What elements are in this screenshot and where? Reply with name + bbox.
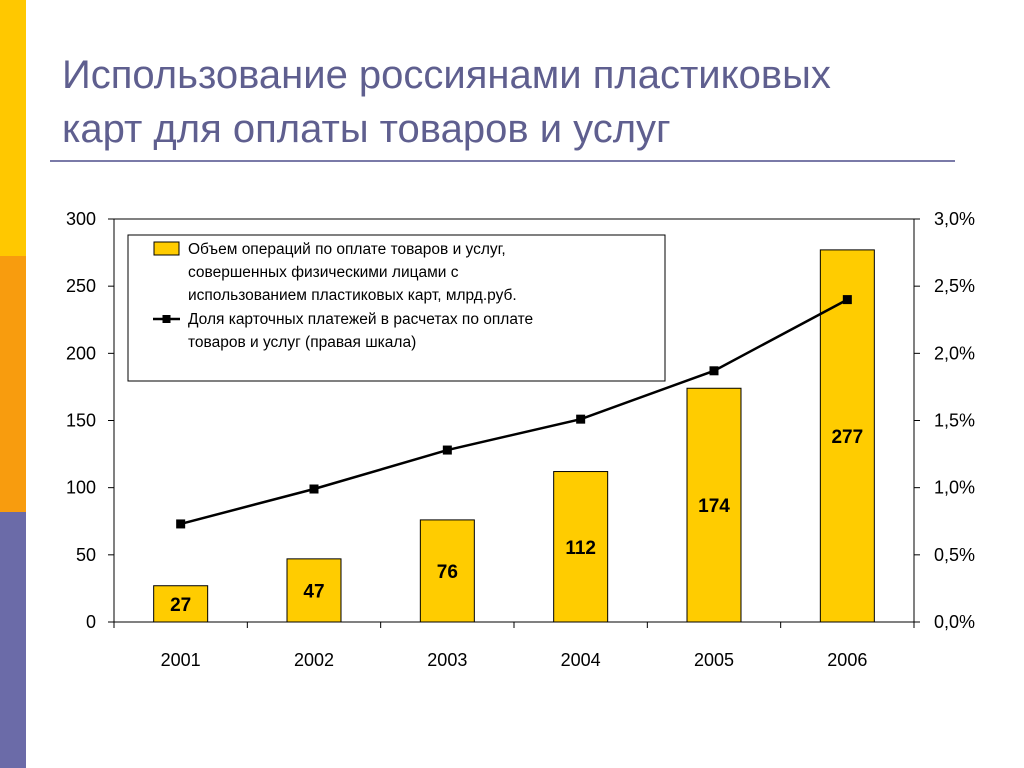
- share-point: [309, 484, 319, 494]
- share-point: [442, 445, 452, 455]
- legend-box: [127, 234, 666, 382]
- slide-title: Использование россиянами пластиковых кар…: [62, 48, 982, 156]
- x-axis-tick-label: 2001: [161, 650, 201, 670]
- left-axis-tick-label: 250: [66, 276, 96, 296]
- legend-bar-swatch: [153, 241, 180, 256]
- slide-title-line-1: Использование россиянами пластиковых: [62, 53, 831, 97]
- bar: [819, 249, 875, 623]
- bar: [419, 519, 475, 623]
- left-axis-tick-label: 0: [86, 612, 96, 632]
- share-point: [176, 519, 186, 529]
- legend-line-label: товаров и услуг (правая шкала): [188, 334, 416, 351]
- right-axis-tick-label: 2,5%: [934, 276, 975, 296]
- accent-stripe-orange: [0, 256, 26, 512]
- left-axis-tick-label: 300: [66, 209, 96, 229]
- right-axis-tick-label: 3,0%: [934, 209, 975, 229]
- title-divider: [50, 160, 955, 162]
- bar: [153, 585, 209, 623]
- left-axis-tick-label: 200: [66, 343, 96, 363]
- accent-stripe-yellow: [0, 0, 26, 256]
- left-axis-tick-label: 100: [66, 478, 96, 498]
- x-axis-tick-label: 2006: [827, 650, 867, 670]
- bar: [553, 471, 609, 623]
- bar-data-label: 112: [565, 538, 596, 559]
- share-point: [576, 414, 586, 424]
- x-axis-tick-label: 2002: [294, 650, 334, 670]
- legend-bar-label: использованием пластиковых карт, млрд.ру…: [188, 287, 517, 304]
- bar: [286, 558, 342, 623]
- bar-data-label: 76: [437, 562, 458, 583]
- x-axis-tick-label: 2003: [427, 650, 467, 670]
- x-axis-tick-label: 2005: [694, 650, 734, 670]
- slide-title-line-2: карт для оплаты товаров и услуг: [62, 107, 671, 151]
- right-axis-tick-label: 1,5%: [934, 411, 975, 431]
- left-axis-tick-label: 150: [66, 411, 96, 431]
- legend-line-marker: [162, 315, 171, 323]
- legend-bar-label: Объем операций по оплате товаров и услуг…: [188, 241, 506, 258]
- bar-data-label: 174: [698, 496, 730, 517]
- legend-bar-label: совершенных физическими лицами с: [188, 264, 459, 281]
- accent-stripe-purple: [0, 512, 26, 768]
- bar-data-label: 277: [831, 427, 863, 448]
- right-axis-tick-label: 0,0%: [934, 612, 975, 632]
- left-axis-tick-label: 50: [76, 545, 96, 565]
- share-point: [842, 295, 852, 305]
- share-point: [709, 366, 719, 376]
- legend-line-label: Доля карточных платежей в расчетах по оп…: [188, 311, 533, 328]
- bar-data-label: 47: [303, 581, 324, 602]
- share-line: [180, 298, 848, 526]
- x-axis-tick-label: 2004: [561, 650, 601, 670]
- right-axis-tick-label: 2,0%: [934, 343, 975, 363]
- bar: [686, 387, 742, 623]
- bar-data-label: 27: [170, 595, 191, 616]
- right-axis-tick-label: 1,0%: [934, 478, 975, 498]
- right-axis-tick-label: 0,5%: [934, 545, 975, 565]
